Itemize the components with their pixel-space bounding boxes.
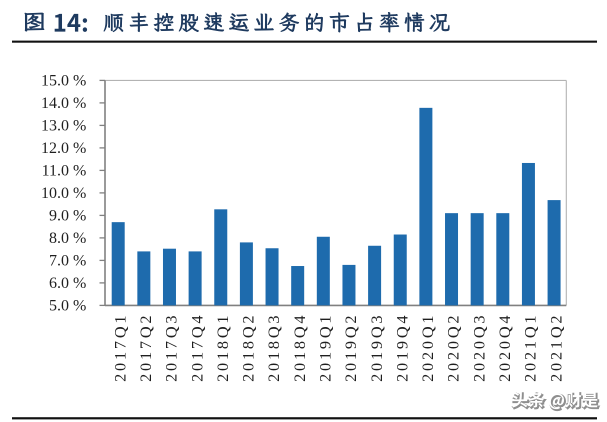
svg-text:15.0 %: 15.0 % <box>41 72 86 89</box>
svg-text:7.0 %: 7.0 % <box>49 252 86 269</box>
svg-text:9.0 %: 9.0 % <box>49 207 86 224</box>
svg-text:10.0 %: 10.0 % <box>41 185 86 202</box>
svg-text:14.0 %: 14.0 % <box>41 95 86 112</box>
svg-text:2017Q2: 2017Q2 <box>136 313 155 382</box>
svg-text:2020Q1: 2020Q1 <box>418 313 437 382</box>
svg-text:2018Q3: 2018Q3 <box>264 313 283 382</box>
svg-text:2020Q2: 2020Q2 <box>444 313 463 382</box>
svg-text:13.0 %: 13.0 % <box>41 117 86 134</box>
svg-text:2019Q2: 2019Q2 <box>341 313 360 382</box>
svg-text:2020Q3: 2020Q3 <box>469 313 488 382</box>
svg-text:2018Q1: 2018Q1 <box>213 313 232 382</box>
svg-text:2017Q1: 2017Q1 <box>110 313 129 382</box>
svg-text:12.0 %: 12.0 % <box>41 140 86 157</box>
svg-text:5.0 %: 5.0 % <box>49 297 86 314</box>
svg-text:11.0 %: 11.0 % <box>42 162 87 179</box>
svg-text:2017Q4: 2017Q4 <box>187 313 206 382</box>
svg-text:6.0 %: 6.0 % <box>49 275 86 292</box>
svg-text:2019Q4: 2019Q4 <box>392 313 411 382</box>
svg-text:2018Q4: 2018Q4 <box>290 313 309 382</box>
svg-text:2021Q2: 2021Q2 <box>546 313 565 382</box>
svg-text:2018Q2: 2018Q2 <box>239 313 258 382</box>
svg-text:2017Q3: 2017Q3 <box>162 313 181 382</box>
svg-text:2019Q1: 2019Q1 <box>316 313 335 382</box>
svg-text:2021Q1: 2021Q1 <box>521 313 540 382</box>
svg-text:8.0 %: 8.0 % <box>49 230 86 247</box>
svg-text:2019Q3: 2019Q3 <box>367 313 386 382</box>
svg-text:2020Q4: 2020Q4 <box>495 313 514 382</box>
